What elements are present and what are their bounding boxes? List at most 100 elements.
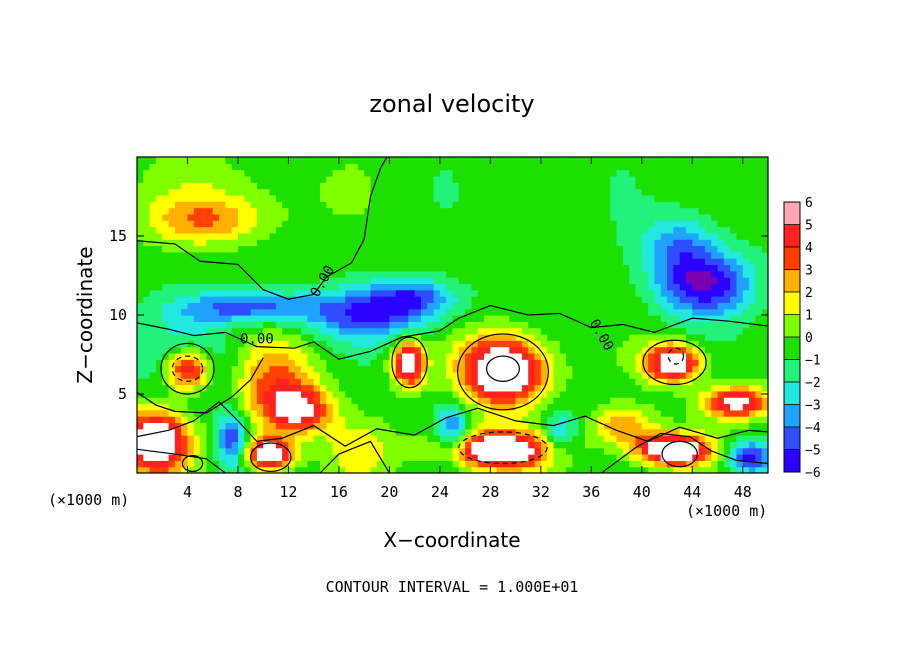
heatmap-cell xyxy=(256,460,264,468)
heatmap-cell xyxy=(427,447,435,455)
heatmap-cell xyxy=(250,378,258,386)
heatmap-cell xyxy=(433,403,441,411)
heatmap-cell xyxy=(389,201,397,209)
heatmap-cell xyxy=(414,390,422,398)
heatmap-cell xyxy=(345,454,353,461)
heatmap-cell xyxy=(237,435,245,442)
heatmap-cell xyxy=(338,460,346,468)
heatmap-cell xyxy=(736,277,744,284)
heatmap-cell xyxy=(174,163,182,171)
heatmap-cell xyxy=(256,194,264,202)
heatmap-cell xyxy=(660,270,668,278)
heatmap-cell xyxy=(559,441,567,449)
heatmap-cell xyxy=(288,182,296,190)
heatmap-cell xyxy=(685,365,693,373)
heatmap-cell xyxy=(345,333,353,341)
heatmap-cell xyxy=(181,359,189,367)
heatmap-cell xyxy=(351,182,359,190)
heatmap-cell xyxy=(553,327,561,335)
heatmap-cell xyxy=(162,352,170,360)
heatmap-cell xyxy=(629,346,637,354)
heatmap-cell xyxy=(187,296,195,303)
heatmap-cell xyxy=(402,207,409,215)
heatmap-cell xyxy=(673,182,681,190)
heatmap-cell xyxy=(206,188,214,196)
heatmap-cell xyxy=(679,466,687,473)
heatmap-cell xyxy=(730,435,738,442)
heatmap-cell xyxy=(345,327,353,335)
heatmap-cell xyxy=(439,264,447,272)
heatmap-cell xyxy=(332,327,340,335)
heatmap-cell xyxy=(256,302,264,310)
heatmap-cell xyxy=(439,460,447,468)
heatmap-cell xyxy=(225,226,233,234)
heatmap-cell xyxy=(301,213,308,221)
heatmap-cell xyxy=(357,454,365,461)
heatmap-cell xyxy=(559,422,567,430)
heatmap-cell xyxy=(231,213,239,221)
heatmap-cell xyxy=(679,302,687,310)
heatmap-cell xyxy=(534,308,542,316)
heatmap-cell xyxy=(603,460,611,468)
heatmap-cell xyxy=(610,403,618,411)
heatmap-cell xyxy=(749,359,756,367)
heatmap-cell xyxy=(723,277,731,284)
heatmap-cell xyxy=(622,182,630,190)
heatmap-cell xyxy=(402,397,409,405)
heatmap-cell xyxy=(332,460,340,468)
heatmap-cell xyxy=(143,378,151,386)
heatmap-cell xyxy=(338,403,346,411)
heatmap-cell xyxy=(534,258,542,266)
heatmap-cell xyxy=(736,302,744,310)
heatmap-cell xyxy=(648,416,656,424)
heatmap-cell xyxy=(761,460,768,468)
heatmap-cell xyxy=(490,422,498,430)
heatmap-cell xyxy=(509,333,517,341)
heatmap-cell xyxy=(585,277,592,284)
heatmap-cell xyxy=(761,422,768,430)
heatmap-cell xyxy=(603,447,611,455)
heatmap-cell xyxy=(313,296,321,303)
heatmap-cell xyxy=(622,416,630,424)
heatmap-cell xyxy=(408,207,416,215)
heatmap-cell xyxy=(181,346,189,354)
heatmap-cell xyxy=(597,441,605,449)
heatmap-cell xyxy=(427,454,435,461)
heatmap-cell xyxy=(225,416,233,424)
heatmap-cell xyxy=(698,201,706,209)
heatmap-cell xyxy=(616,359,624,367)
heatmap-cell xyxy=(212,422,220,430)
heatmap-cell xyxy=(212,226,220,234)
heatmap-cell xyxy=(585,226,592,234)
heatmap-cell xyxy=(370,365,378,373)
heatmap-cell xyxy=(345,251,353,259)
heatmap-cell xyxy=(622,428,630,436)
heatmap-cell xyxy=(357,428,365,436)
heatmap-cell xyxy=(294,409,302,417)
heatmap-cell xyxy=(502,302,510,310)
heatmap-cell xyxy=(250,327,258,335)
heatmap-cell xyxy=(402,352,409,360)
heatmap-cell xyxy=(616,390,624,398)
heatmap-cell xyxy=(269,270,277,278)
heatmap-cell xyxy=(294,169,302,177)
heatmap-cell xyxy=(723,365,731,373)
heatmap-cell xyxy=(193,359,201,367)
heatmap-cell xyxy=(181,416,189,424)
heatmap-cell xyxy=(357,157,365,164)
heatmap-cell xyxy=(622,239,630,247)
heatmap-cell xyxy=(351,232,359,240)
heatmap-cell xyxy=(572,296,580,303)
heatmap-cell xyxy=(610,157,618,164)
heatmap-cell xyxy=(515,239,523,247)
heatmap-cell xyxy=(143,283,151,291)
heatmap-cell xyxy=(667,182,674,190)
heatmap-cell xyxy=(256,308,264,316)
heatmap-cell xyxy=(319,416,327,424)
heatmap-cell xyxy=(282,194,290,202)
heatmap-cell xyxy=(307,283,315,291)
heatmap-cell xyxy=(704,245,712,253)
heatmap-cell xyxy=(364,296,372,303)
heatmap-cell xyxy=(452,428,460,436)
heatmap-cell xyxy=(162,194,170,202)
